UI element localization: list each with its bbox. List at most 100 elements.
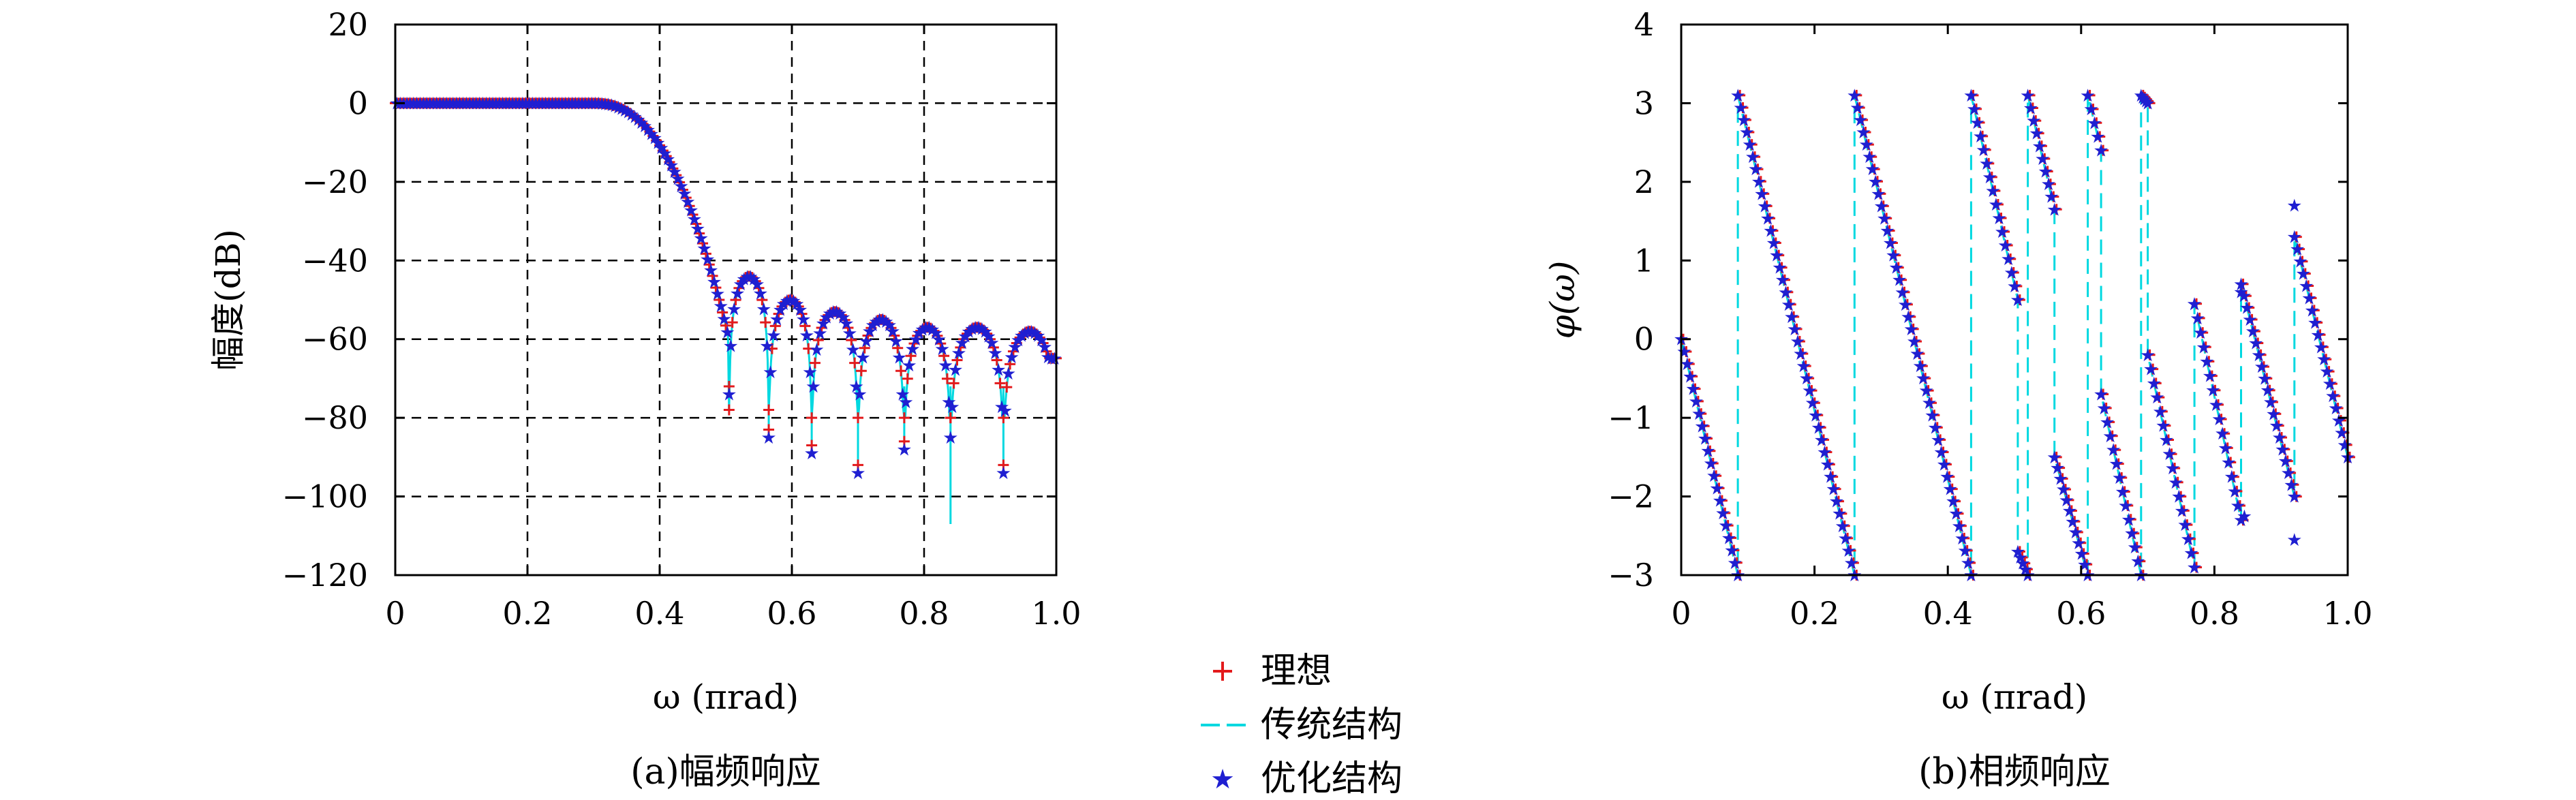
ideal-point <box>1776 262 1788 273</box>
ideal-point <box>2033 127 2044 139</box>
optimized-point: ★ <box>1903 320 1919 340</box>
ideal-point <box>1788 311 1800 322</box>
optimized-point: ★ <box>657 144 673 164</box>
optimized-point: ★ <box>1778 283 1794 303</box>
ideal-point <box>2326 378 2337 390</box>
chart-a-grid <box>395 25 1056 575</box>
optimized-point: ★ <box>2093 141 2109 161</box>
ideal-point <box>1872 176 1883 187</box>
optimized-point: ★ <box>782 290 798 311</box>
ideal-point <box>1899 286 1910 298</box>
optimized-point: ★ <box>1742 135 1758 155</box>
optimized-point: ★ <box>425 93 441 114</box>
optimized-point: ★ <box>1757 196 1773 217</box>
optimized-point: ★ <box>858 331 874 352</box>
chart-b-frame <box>1680 23 2349 576</box>
optimized-point: ★ <box>2205 381 2221 401</box>
ideal-point <box>2021 564 2033 575</box>
optimized-point: ★ <box>594 94 609 114</box>
optimized-point: ★ <box>508 93 523 114</box>
optimized-point: ★ <box>970 318 986 339</box>
ideal-point <box>2091 117 2102 129</box>
optimized-point: ★ <box>769 309 785 330</box>
optimized-point: ★ <box>1027 323 1043 343</box>
optimized-point: ★ <box>2186 557 2202 578</box>
ideal-point <box>1773 249 1785 261</box>
ideal-point <box>1809 397 1820 409</box>
ideal-point <box>2072 527 2083 538</box>
optimized-point: ★ <box>2026 111 2042 132</box>
ideal-point <box>1755 176 1766 187</box>
optimized-point: ★ <box>2121 510 2136 530</box>
optimized-point: ★ <box>749 275 765 295</box>
legend-item-optimized: ★ 优化结构 <box>1210 758 1402 799</box>
optimized-point: ★ <box>2186 294 2202 315</box>
ideal-point <box>1692 395 1704 407</box>
optimized-point: ★ <box>624 105 639 125</box>
optimized-point: ★ <box>2260 381 2275 401</box>
ideal-point <box>1821 446 1833 458</box>
optimized-point: ★ <box>2242 310 2258 330</box>
ideal-point <box>1749 151 1761 163</box>
optimized-point: ★ <box>416 93 431 114</box>
ideal-point <box>1911 335 1922 347</box>
ideal-point <box>2014 546 2025 557</box>
optimized-point: ★ <box>911 324 927 344</box>
ideal-point <box>2209 384 2221 396</box>
optimized-point: ★ <box>1766 234 1781 254</box>
ideal-point <box>1995 212 2007 224</box>
optimized-point: ★ <box>647 129 662 149</box>
optimized-point: ★ <box>531 93 547 114</box>
ideal-point <box>1896 274 1907 286</box>
optimized-point: ★ <box>2236 286 2252 307</box>
optimized-point: ★ <box>673 176 689 197</box>
ideal-point <box>1847 557 1859 568</box>
optimized-point: ★ <box>677 184 692 204</box>
optimized-point: ★ <box>2149 388 2165 408</box>
chart-a-ylabel: 幅度(dB) <box>209 229 248 371</box>
optimized-point: ★ <box>2074 544 2089 565</box>
optimized-point: ★ <box>640 120 656 140</box>
optimized-point: ★ <box>1882 234 1898 254</box>
optimized-point: ★ <box>825 303 841 323</box>
ideal-point <box>941 373 953 384</box>
optimized-point: ★ <box>1835 517 1850 537</box>
optimized-point: ★ <box>1754 184 1770 204</box>
ideal-point <box>1704 445 1716 457</box>
optimized-point: ★ <box>974 320 990 340</box>
optimized-point: ★ <box>2152 402 2168 422</box>
optimized-point: ★ <box>538 93 553 114</box>
optimized-point: ★ <box>881 316 897 336</box>
optimized-point: ★ <box>2263 393 2278 413</box>
ideal-point <box>2175 491 2187 502</box>
optimized-point: ★ <box>511 93 527 114</box>
optimized-point: ★ <box>721 385 737 405</box>
ideal-point <box>2160 420 2171 431</box>
optimized-point: ★ <box>495 93 510 114</box>
y-tick-label: −80 <box>302 399 368 436</box>
optimized-point: ★ <box>987 343 1003 364</box>
optimized-point: ★ <box>720 323 735 343</box>
optimized-point: ★ <box>611 97 626 118</box>
optimized-point: ★ <box>2316 350 2332 370</box>
ideal-point <box>760 317 771 328</box>
ideal-point <box>674 176 686 188</box>
optimized-point: ★ <box>525 93 540 114</box>
optimized-point: ★ <box>763 363 778 383</box>
ideal-point <box>1696 408 1707 420</box>
optimized-point: ★ <box>693 229 709 249</box>
ideal-point <box>2255 349 2267 360</box>
optimized-point: ★ <box>1957 541 1973 561</box>
ideal-point <box>703 259 715 271</box>
optimized-point: ★ <box>607 97 623 117</box>
series-traditional-line <box>1680 92 2349 576</box>
optimized-point: ★ <box>1991 209 2007 229</box>
optimized-point: ★ <box>666 162 682 183</box>
optimized-point: ★ <box>1843 553 1859 574</box>
ideal-point <box>667 163 679 174</box>
ideal-point <box>2194 312 2205 324</box>
y-tick-label: 0 <box>348 84 368 121</box>
optimized-point: ★ <box>1832 504 1847 525</box>
ideal-point <box>2081 559 2093 570</box>
optimized-point: ★ <box>455 93 471 114</box>
